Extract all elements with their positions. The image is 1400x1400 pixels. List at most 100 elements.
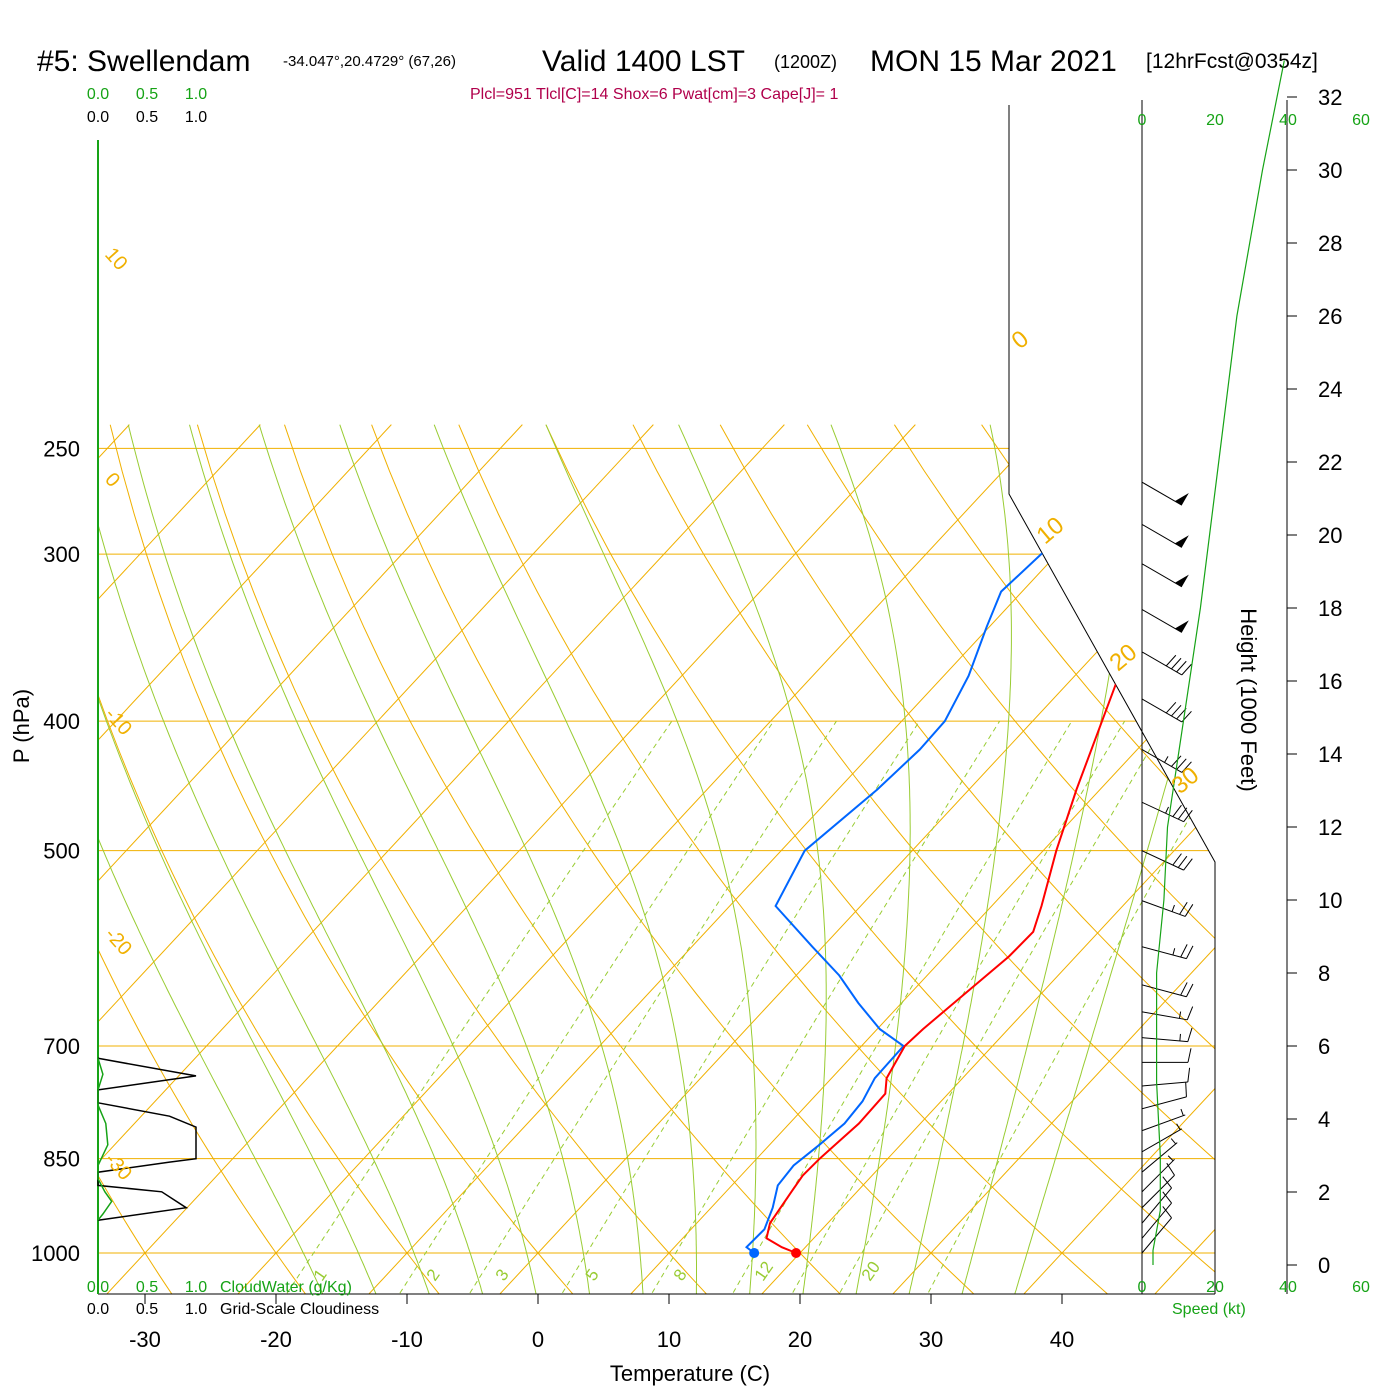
moist-adiabat-line [98,424,383,1294]
wind-barb [1141,523,1189,548]
pressure-label: 700 [43,1034,80,1059]
barb-feather [1165,702,1177,714]
mixing-ratio-label: 2 [423,1266,444,1285]
barb-half-feather [1178,1011,1182,1019]
x-tick-label: 20 [788,1327,812,1352]
speed-axis-label: Speed (kt) [1172,1301,1246,1318]
barb-feather [1187,1067,1191,1083]
barb-feather [1181,663,1192,676]
height-tick-label: 2 [1318,1180,1330,1205]
isotherm-line [486,424,1215,1294]
moist-adiabat-line [127,424,488,1294]
height-tick-label: 32 [1318,85,1342,110]
wind-barb [1141,563,1189,588]
wind-barb [1141,481,1189,506]
moist-adiabat-line [433,424,697,1294]
indices-line: Plcl=951 Tlcl[C]=14 Shox=6 Pwat[cm]=3 Ca… [470,86,838,103]
speed-tick-top: 60 [1352,112,1370,129]
x-tick-label: 10 [657,1327,681,1352]
height-tick-label: 22 [1318,450,1342,475]
barb-flag [1174,493,1189,506]
barb-feather [1186,1006,1194,1020]
moist-adiabat-line [830,424,911,1294]
barb-staff [1141,1011,1188,1021]
barb-feather [1181,761,1192,773]
wind-speed-line [1152,60,1285,1265]
isotherm-label: -20 [100,924,136,960]
barb-staff [1141,1081,1188,1087]
barb-staff [1141,563,1183,588]
barb-feather [1172,804,1182,817]
barb-half-feather [1171,904,1175,912]
height-tick-label: 0 [1318,1253,1330,1278]
x-tick-label: -10 [391,1327,423,1352]
background-lines [98,424,1215,1294]
mixing-ratio-line [276,720,673,1294]
wind-barb [1141,1067,1191,1087]
mixing-ratio-line [642,720,1001,1294]
cloudiness-tick-top: 0.5 [136,109,158,126]
barb-feather [1185,945,1194,959]
wind-barb [1141,1155,1175,1193]
dry-adiabat-line [371,424,990,1294]
barb-feather [1183,809,1193,823]
wind-barb [1141,1027,1193,1043]
barb-flag [1174,574,1189,587]
barb-feather [1171,755,1182,767]
barb-feather [1176,758,1187,770]
cloud-water-tick-top: 1.0 [185,86,207,103]
cloudiness-tick-bottom: 0.5 [136,1301,158,1318]
wind-barbs [1141,481,1194,1254]
barb-staff [1141,749,1183,773]
mixing-ratio-line [552,720,920,1294]
wind-barb [1141,850,1193,871]
barb-staff [1141,1187,1172,1224]
barb-feather [1171,657,1182,670]
wind-barb [1141,1006,1194,1021]
height-tick-label: 12 [1318,815,1342,840]
dry-adiabat-label: 20 [1105,639,1143,677]
profile-layer [744,470,1215,1258]
moist-adiabat-line [189,424,540,1294]
isotherm-line [98,424,523,1294]
moist-adiabat-line [957,424,1136,1294]
mixing-ratio-line [830,720,1168,1294]
barb-staff [1141,801,1184,823]
pressure-label: 300 [43,542,80,567]
barb-staff [1141,609,1183,633]
station-title: #5: Swellendam [37,45,250,78]
speed-tick-top: 0 [1138,112,1147,129]
isotherm-label: 0 [100,469,124,492]
barb-staff [1141,1202,1172,1239]
dry-adiabat-line [632,424,1215,1294]
barb-staff [1141,1217,1172,1254]
mixing-ratio-label: 3 [492,1266,513,1285]
mixing-ratio-line [389,720,775,1294]
barb-staff [1141,1096,1187,1110]
moist-adiabat-line [258,424,592,1294]
plot-frame [97,100,1288,1295]
wind-barb [1141,1176,1172,1224]
height-tick-label: 24 [1318,377,1342,402]
isotherm-line [98,424,654,1294]
zulu-time: (1200Z) [774,52,837,72]
dry-adiabat-label: 0 [1007,325,1035,354]
isotherm-line [1010,424,1215,1294]
height-tick-label: 28 [1318,231,1342,256]
height-tick-label: 30 [1318,158,1342,183]
speed-tick-top: 40 [1279,112,1297,129]
barb-staff [1141,1128,1183,1153]
moist-adiabat-line [98,424,435,1294]
wind-barb [1141,609,1189,633]
moist-adiabat-line [98,424,330,1294]
mixing-ratio-line [723,720,1073,1294]
barb-feather [1187,1027,1193,1042]
dry-adiabat-line [284,424,855,1294]
wind-barb [1141,698,1192,723]
x-tick-label: -20 [260,1327,292,1352]
pressure-label: 250 [43,436,80,461]
dry-adiabat-line [806,424,1215,1294]
wind-barb [1141,1191,1172,1239]
barb-half-feather [1167,1155,1174,1162]
barb-feather [1171,705,1182,717]
